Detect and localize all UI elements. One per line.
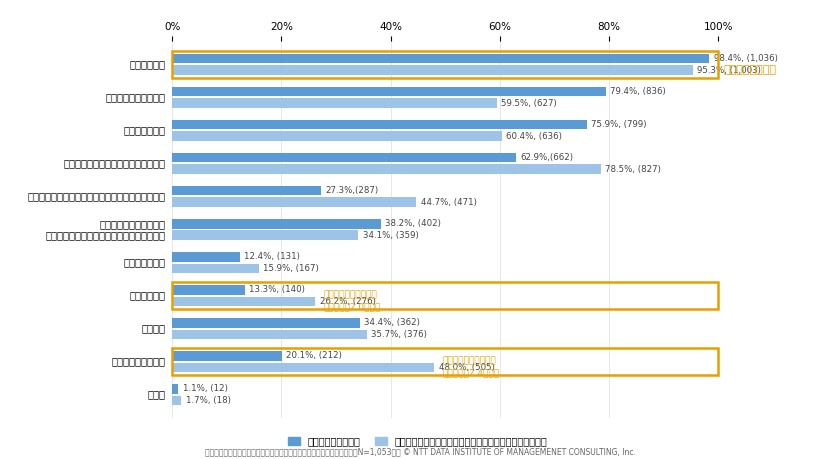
Bar xyxy=(172,98,497,108)
Bar xyxy=(172,186,321,196)
Text: 75.9%, (799): 75.9%, (799) xyxy=(591,120,647,129)
Bar xyxy=(172,252,240,262)
Bar xyxy=(172,363,434,372)
Text: 62.9%,(662): 62.9%,(662) xyxy=(520,153,573,162)
Bar xyxy=(172,230,359,240)
Bar xyxy=(172,330,367,339)
Bar xyxy=(172,164,601,174)
Text: 48.0%, (505): 48.0%, (505) xyxy=(438,363,495,372)
Bar xyxy=(172,384,178,393)
Bar xyxy=(172,351,282,361)
Text: 12.4%, (131): 12.4%, (131) xyxy=(244,252,300,262)
Bar xyxy=(172,54,710,63)
Text: 60.4%, (636): 60.4%, (636) xyxy=(507,132,562,140)
Text: 20.1%, (212): 20.1%, (212) xyxy=(286,352,342,360)
Text: 普段の食品購入場所の
割合より約2.0倍高い: 普段の食品購入場所の 割合より約2.0倍高い xyxy=(323,291,381,312)
Bar xyxy=(172,66,692,75)
Text: 38.2%, (402): 38.2%, (402) xyxy=(385,219,441,229)
Text: 35.7%, (376): 35.7%, (376) xyxy=(371,330,428,339)
Text: 1.7%, (18): 1.7%, (18) xyxy=(186,396,231,405)
Bar xyxy=(172,297,315,306)
Text: 78.5%, (827): 78.5%, (827) xyxy=(605,165,661,174)
Text: 27.3%,(287): 27.3%,(287) xyxy=(326,186,379,196)
Bar xyxy=(172,219,381,229)
Text: 「普段の食品購入場所と情報を確認しやすい購入場所の比較（単位：人，N=1,053）」 © NTT DATA INSTITUTE OF MANAGEMENET C: 「普段の食品購入場所と情報を確認しやすい購入場所の比較（単位：人，N=1,053… xyxy=(205,448,635,457)
Text: 95.3%, (1,003): 95.3%, (1,003) xyxy=(697,66,761,74)
Bar xyxy=(172,396,181,405)
Text: 59.5%, (627): 59.5%, (627) xyxy=(501,99,557,107)
Bar xyxy=(172,120,586,129)
Text: 15.9%, (167): 15.9%, (167) xyxy=(264,263,319,273)
Text: 普段の食品購入場所の
割合より約2.4倍高い: 普段の食品購入場所の 割合より約2.4倍高い xyxy=(443,357,500,378)
Bar xyxy=(172,318,360,328)
Bar xyxy=(172,153,516,162)
Text: 98.4%, (1,036): 98.4%, (1,036) xyxy=(714,54,778,63)
Bar xyxy=(172,87,606,96)
Bar xyxy=(172,197,417,207)
Text: 34.1%, (359): 34.1%, (359) xyxy=(363,230,418,240)
Text: いずれも最も多い: いずれも最も多い xyxy=(724,65,777,75)
Text: 34.4%, (362): 34.4%, (362) xyxy=(365,319,420,327)
Text: 13.3%, (140): 13.3%, (140) xyxy=(249,285,305,294)
Text: 44.7%, (471): 44.7%, (471) xyxy=(421,197,476,207)
Bar xyxy=(172,131,502,141)
Text: 26.2%, (276): 26.2%, (276) xyxy=(320,297,375,306)
Legend: 普段の食品購入場所, 食品についての背景情報を確認しやすいと感じる購入場所: 普段の食品購入場所, 食品についての背景情報を確認しやすいと感じる購入場所 xyxy=(285,433,551,450)
Bar xyxy=(172,285,244,295)
Text: 79.4%, (836): 79.4%, (836) xyxy=(610,87,666,96)
Text: 1.1%, (12): 1.1%, (12) xyxy=(182,385,228,393)
Bar xyxy=(172,263,259,273)
